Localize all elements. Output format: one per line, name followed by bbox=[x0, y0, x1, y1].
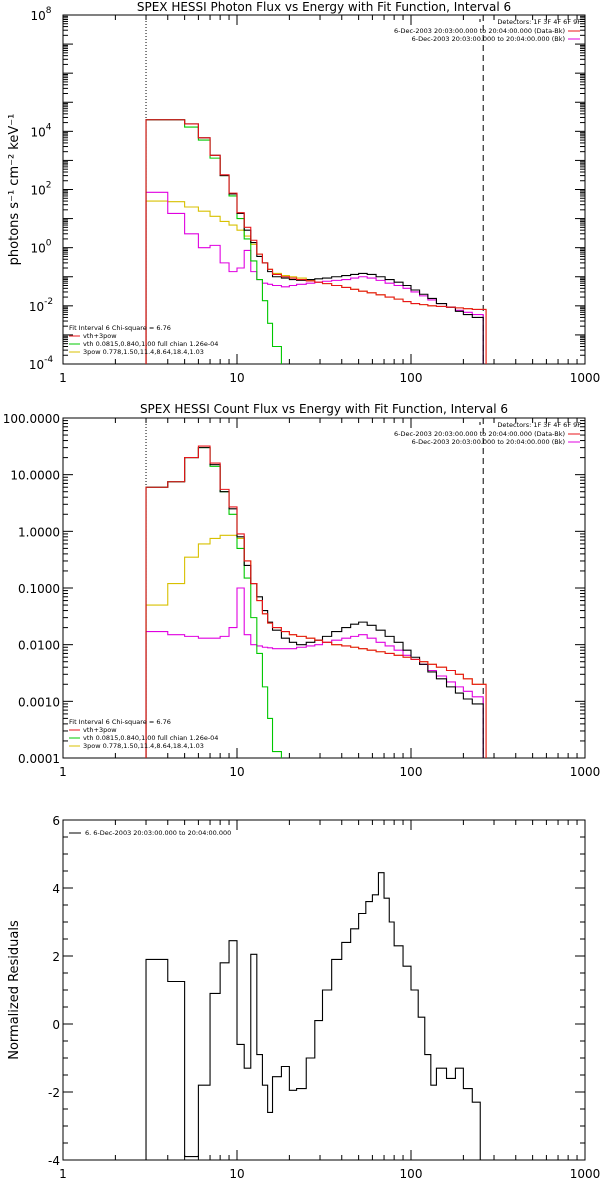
y-tick-label: 0.1000 bbox=[18, 582, 60, 596]
y-tick-label: 0 bbox=[52, 1018, 60, 1032]
y-tick-label: 108 bbox=[30, 6, 51, 23]
y-tick-label: 0.0100 bbox=[18, 639, 60, 653]
x-tick-label: 10 bbox=[229, 1167, 244, 1181]
y-tick-label: 1.0000 bbox=[18, 525, 60, 539]
x-tick-label: 1000 bbox=[570, 1167, 600, 1181]
legend-entry-label: 6. 6-Dec-2003 20:03:00.000 to 20:04:00.0… bbox=[85, 829, 231, 837]
y-tick-label: 102 bbox=[30, 181, 51, 198]
y-axis-title: Normalized Residuals bbox=[7, 920, 22, 1060]
chart-panel-1: SPEX HESSI Photon Flux vs Energy with Fi… bbox=[7, 0, 600, 385]
plot-frame bbox=[62, 417, 586, 759]
series-data bbox=[145, 119, 484, 364]
y-tick-label: 0.0010 bbox=[18, 695, 60, 709]
x-tick-label: 10 bbox=[229, 765, 244, 779]
series-data bbox=[145, 447, 484, 758]
y-tick-label: 10-4 bbox=[29, 355, 54, 372]
chart-title: SPEX HESSI Count Flux vs Energy with Fit… bbox=[140, 402, 508, 416]
series-residuals bbox=[145, 872, 481, 1160]
series-total-fit bbox=[145, 119, 487, 364]
chart-panel-3: 1 10 100 1000 -4 -2 0 2 4 6 Normalized Residuals 6.… bbox=[7, 814, 600, 1181]
x-tick-label: 1000 bbox=[570, 371, 600, 385]
y-tick-label: -2 bbox=[48, 1086, 60, 1100]
fit-info-line: vth+3pow bbox=[83, 726, 117, 734]
x-tick-label: 1 bbox=[59, 1167, 67, 1181]
y-tick-label: 4 bbox=[52, 882, 60, 896]
series-power-law bbox=[145, 534, 487, 758]
x-tick-label: 1 bbox=[59, 765, 67, 779]
x-tick-label: 10 bbox=[229, 371, 244, 385]
x-tick-label: 100 bbox=[400, 371, 423, 385]
y-tick-label: 6 bbox=[52, 814, 60, 828]
fit-info-line: 3pow 0.778,1.50,11.4,8.64,18.4,1.03 bbox=[83, 742, 204, 750]
y-tick-label: 10.0000 bbox=[10, 469, 60, 483]
data-area bbox=[145, 418, 487, 758]
y-axis-title: photons s⁻¹ cm⁻² keV⁻¹ bbox=[7, 114, 22, 266]
series-total-fit bbox=[145, 445, 487, 758]
fit-info-line: 3pow 0.778,1.50,11.4,8.64,18.4,1.03 bbox=[83, 348, 204, 356]
legend-entry-label: 6-Dec-2003 20:03:00.000 to 20:04:00.000 … bbox=[394, 430, 565, 438]
y-tick-label: -4 bbox=[48, 1154, 60, 1168]
detectors-label: Detectors: 1F 3F 4F 6F 9F bbox=[497, 421, 581, 429]
legend-entry-label: 6-Dec-2003 20:03:00.000 to 20:04:00.000 … bbox=[412, 438, 565, 446]
plot-frame bbox=[62, 14, 586, 365]
chart-title: SPEX HESSI Photon Flux vs Energy with Fi… bbox=[137, 0, 511, 14]
detectors-label: Detectors: 1F 3F 4F 6F 9F bbox=[497, 18, 581, 26]
x-tick-label: 1000 bbox=[570, 765, 600, 779]
y-tick-label: 104 bbox=[30, 122, 51, 139]
fit-info-line: vth+3pow bbox=[83, 332, 117, 340]
y-tick-label: 100.0000 bbox=[3, 412, 60, 426]
y-tick-label: 10-2 bbox=[29, 297, 53, 314]
data-area bbox=[145, 15, 487, 364]
fit-info-line: vth 0.0815,0.840,1.00 full chian 1.26e-0… bbox=[83, 734, 218, 742]
x-tick-label: 100 bbox=[400, 765, 423, 779]
fit-info-header: Fit Interval 6 Chi-square = 6.76 bbox=[69, 718, 171, 726]
y-tick-label: 0.0001 bbox=[18, 752, 60, 766]
data-area bbox=[145, 872, 481, 1160]
legend-entry-label: 6-Dec-2003 20:03:00.000 to 20:04:00.000 … bbox=[412, 35, 565, 43]
y-tick-label: 100 bbox=[30, 239, 51, 256]
y-tick-label: 2 bbox=[52, 950, 60, 964]
fit-info-line: vth 0.0815,0.840,1.00 full chian 1.26e-0… bbox=[83, 340, 218, 348]
x-tick-label: 100 bbox=[400, 1167, 423, 1181]
fit-info-header: Fit Interval 6 Chi-square = 6.76 bbox=[69, 324, 171, 332]
series-thermal bbox=[145, 447, 282, 758]
chart-panel-2: SPEX HESSI Count Flux vs Energy with Fit… bbox=[3, 402, 600, 779]
x-tick-label: 1 bbox=[59, 371, 67, 385]
legend-entry-label: 6-Dec-2003 20:03:00.000 to 20:04:00.000 … bbox=[394, 27, 565, 35]
